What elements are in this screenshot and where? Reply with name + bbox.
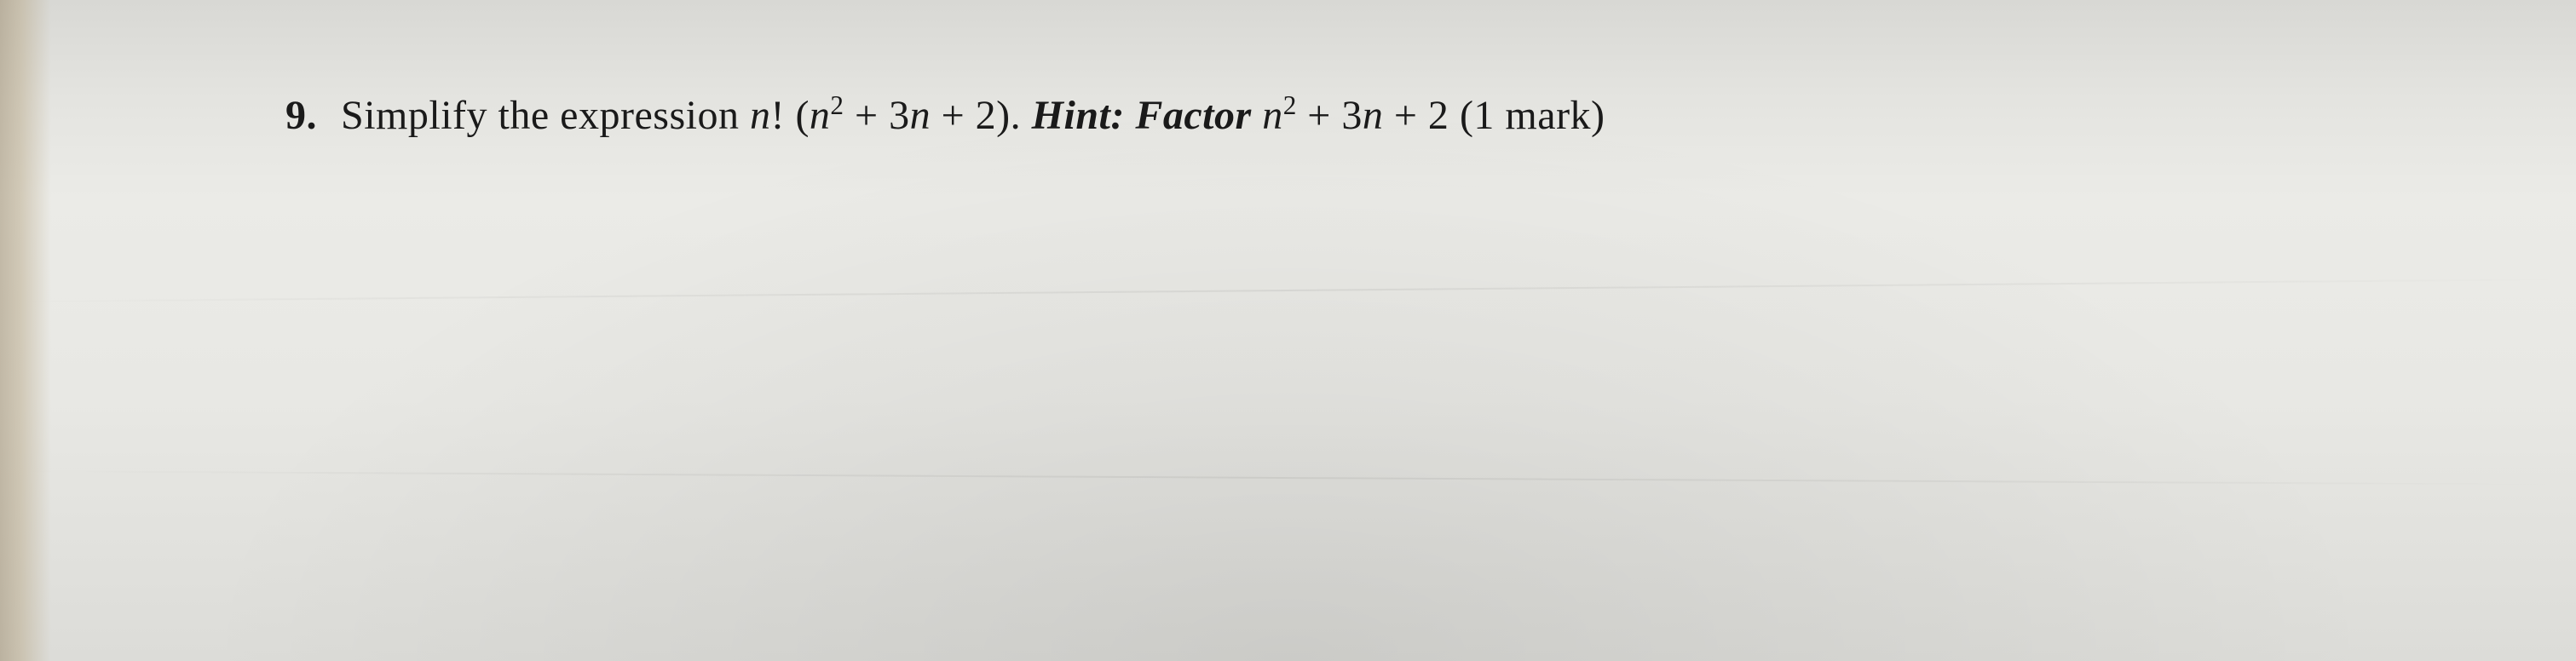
expr-plus-2-close: + 2)	[931, 93, 1011, 138]
paper-left-edge	[0, 0, 51, 661]
question-line: 9. Simplify the expression n! (n2 + 3n +…	[285, 92, 1605, 139]
question-content: Simplify the expression n! (n2 + 3n + 2)…	[341, 92, 1605, 139]
hint-plus-2: + 2	[1383, 93, 1449, 138]
expr-n-squared-base: n	[810, 93, 831, 138]
paper-crease	[0, 470, 2576, 486]
expr-open-paren: (	[785, 93, 810, 138]
expr-factorial: !	[770, 93, 784, 138]
hint-label: Hint: Factor	[1032, 93, 1263, 138]
expr-var-n: n	[750, 93, 771, 138]
marks-text: (1 mark)	[1449, 93, 1605, 138]
expr-n-squared-exp: 2	[830, 90, 844, 120]
expr-3n-var: n	[910, 93, 931, 138]
hint-n-squared-base: n	[1262, 93, 1283, 138]
expr-period: .	[1011, 93, 1032, 138]
hint-plus-3: + 3	[1297, 93, 1363, 138]
hint-3n-var: n	[1363, 93, 1384, 138]
paper-crease	[0, 279, 2576, 302]
expr-plus-3: + 3	[844, 93, 910, 138]
instruction-text: Simplify the expression	[341, 93, 750, 138]
hint-n-squared-exp: 2	[1283, 90, 1297, 120]
question-number: 9.	[285, 92, 317, 139]
